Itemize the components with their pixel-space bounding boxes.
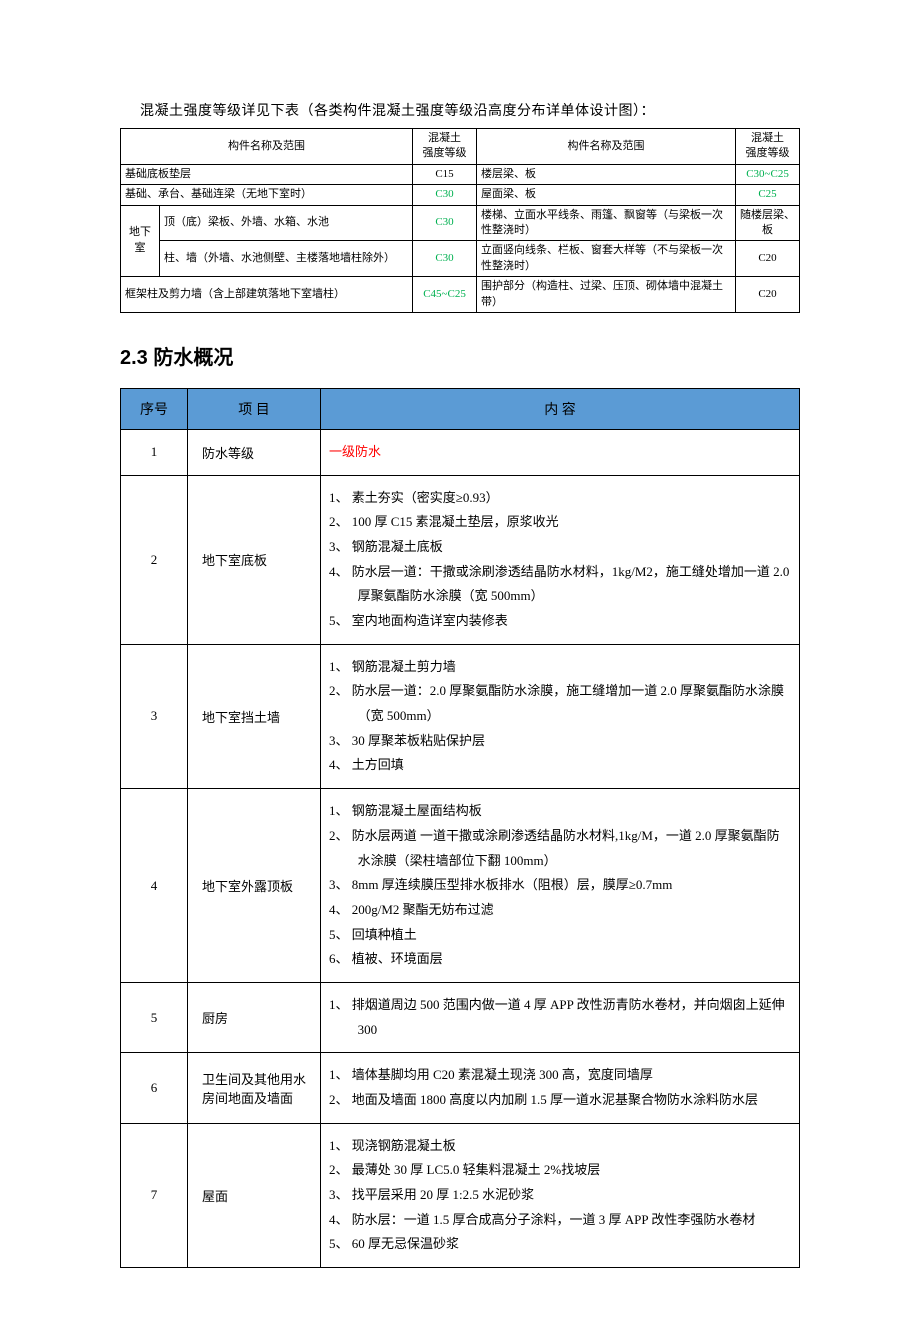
t2-content-line: 5、 60 厚无忌保温砂浆: [329, 1232, 791, 1257]
t2-cell-content: 1、 墙体基脚均用 C20 素混凝土现浇 300 高，宽度同墙厚2、 地面及墙面…: [321, 1053, 800, 1123]
intro-text: 混凝土强度等级详见下表（各类构件混凝土强度等级沿高度分布详单体设计图）：: [140, 100, 800, 120]
section-title: 2.3 防水概况: [120, 341, 800, 370]
t1-cell-grade: C15: [413, 164, 477, 184]
t2-content-line: 3、 钢筋混凝土底板: [329, 535, 791, 560]
t2-content-line: 1、 钢筋混凝土屋面结构板: [329, 799, 791, 824]
t2-cell-item: 防水等级: [188, 429, 321, 475]
t2-row: 5厨房1、 排烟道周边 500 范围内做一道 4 厚 APP 改性沥青防水卷材，…: [121, 982, 800, 1052]
t1-cell-grade: C30: [413, 241, 477, 277]
t2-cell-item: 厨房: [188, 982, 321, 1052]
t2-content-list: 1、 钢筋混凝土屋面结构板2、 防水层两道 一道干撒或涂刷渗透结晶防水材料,1k…: [329, 799, 791, 972]
t2-content-text: 一级防水: [329, 444, 381, 459]
t2-row: 2地下室底板1、 素土夯实（密实度≥0.93）2、 100 厚 C15 素混凝土…: [121, 475, 800, 644]
t2-content-line: 1、 墙体基脚均用 C20 素混凝土现浇 300 高，宽度同墙厚: [329, 1063, 791, 1088]
t1-head-grade-right: 混凝土 强度等级: [736, 129, 800, 165]
t1-cell-prefix: 地下室: [121, 205, 160, 277]
t2-cell-content: 一级防水: [321, 429, 800, 475]
t2-row: 1防水等级一级防水: [121, 429, 800, 475]
t2-content-list: 1、 钢筋混凝土剪力墙2、 防水层一道：2.0 厚聚氨酯防水涂膜，施工缝增加一道…: [329, 655, 791, 778]
t2-row: 7屋面1、 现浇钢筋混凝土板2、 最薄处 30 厚 LC5.0 轻集料混凝土 2…: [121, 1123, 800, 1267]
t2-content-line: 5、 回填种植土: [329, 923, 791, 948]
t2-content-line: 1、 钢筋混凝土剪力墙: [329, 655, 791, 680]
t1-cell-name: 楼层梁、板: [477, 164, 736, 184]
waterproof-table: 序号 项 目 内 容 1防水等级一级防水2地下室底板1、 素土夯实（密实度≥0.…: [120, 388, 800, 1268]
t2-content-line: 1、 素土夯实（密实度≥0.93）: [329, 486, 791, 511]
document-page: 混凝土强度等级详见下表（各类构件混凝土强度等级沿高度分布详单体设计图）： 构件名…: [0, 0, 920, 1328]
t1-cell-name: 屋面梁、板: [477, 185, 736, 205]
t2-head-seq: 序号: [121, 388, 188, 429]
t1-cell-name: 立面竖向线条、栏板、窗套大样等（不与梁板一次性整浇时）: [477, 241, 736, 277]
t2-content-line: 2、 防水层两道 一道干撒或涂刷渗透结晶防水材料,1kg/M，一道 2.0 厚聚…: [329, 824, 791, 873]
t1-row: 柱、墙（外墙、水池侧壁、主楼落地墙柱除外）C30立面竖向线条、栏板、窗套大样等（…: [121, 241, 800, 277]
t2-content-line: 1、 现浇钢筋混凝土板: [329, 1134, 791, 1159]
t2-content-list: 1、 现浇钢筋混凝土板2、 最薄处 30 厚 LC5.0 轻集料混凝土 2%找坡…: [329, 1134, 791, 1257]
t1-cell-grade: C20: [736, 277, 800, 313]
t2-content-line: 3、 8mm 厚连续膜压型排水板排水（阻根）层，膜厚≥0.7mm: [329, 873, 791, 898]
t1-cell-name: 柱、墙（外墙、水池侧壁、主楼落地墙柱除外）: [160, 241, 413, 277]
t2-cell-content: 1、 钢筋混凝土屋面结构板2、 防水层两道 一道干撒或涂刷渗透结晶防水材料,1k…: [321, 789, 800, 983]
t2-content-list: 1、 素土夯实（密实度≥0.93）2、 100 厚 C15 素混凝土垫层，原浆收…: [329, 486, 791, 634]
t2-content-line: 2、 防水层一道：2.0 厚聚氨酯防水涂膜，施工缝增加一道 2.0 厚聚氨酯防水…: [329, 679, 791, 728]
t1-row: 框架柱及剪力墙（含上部建筑落地下室墙柱）C45~C25围护部分（构造柱、过梁、压…: [121, 277, 800, 313]
t2-cell-item: 地下室挡土墙: [188, 644, 321, 788]
t1-cell-name: 框架柱及剪力墙（含上部建筑落地下室墙柱）: [121, 277, 413, 313]
t2-head-item: 项 目: [188, 388, 321, 429]
t2-content-list: 1、 排烟道周边 500 范围内做一道 4 厚 APP 改性沥青防水卷材，并向烟…: [329, 993, 791, 1042]
t1-cell-name: 基础、承台、基础连梁（无地下室时）: [121, 185, 413, 205]
t2-content-line: 6、 植被、环境面层: [329, 947, 791, 972]
t1-row: 地下室顶（底）梁板、外墙、水箱、水池C30楼梯、立面水平线条、雨篷、飘窗等（与梁…: [121, 205, 800, 241]
t2-content-line: 4、 土方回填: [329, 753, 791, 778]
t1-cell-grade: C30~C25: [736, 164, 800, 184]
t2-content-line: 2、 100 厚 C15 素混凝土垫层，原浆收光: [329, 510, 791, 535]
t2-cell-content: 1、 素土夯实（密实度≥0.93）2、 100 厚 C15 素混凝土垫层，原浆收…: [321, 475, 800, 644]
t1-cell-name: 楼梯、立面水平线条、雨篷、飘窗等（与梁板一次性整浇时）: [477, 205, 736, 241]
t2-content-line: 5、 室内地面构造详室内装修表: [329, 609, 791, 634]
t2-content-line: 3、 找平层采用 20 厚 1:2.5 水泥砂浆: [329, 1183, 791, 1208]
t1-row: 基础、承台、基础连梁（无地下室时）C30屋面梁、板C25: [121, 185, 800, 205]
t1-cell-grade: C20: [736, 241, 800, 277]
t1-cell-name: 基础底板垫层: [121, 164, 413, 184]
t1-cell-grade: 随楼层梁、板: [736, 205, 800, 241]
t2-content-line: 3、 30 厚聚苯板粘贴保护层: [329, 729, 791, 754]
t2-cell-seq: 6: [121, 1053, 188, 1123]
t2-cell-seq: 5: [121, 982, 188, 1052]
t1-cell-name: 围护部分（构造柱、过梁、压顶、砌体墙中混凝土带）: [477, 277, 736, 313]
t1-head-name-left: 构件名称及范围: [121, 129, 413, 165]
t2-cell-content: 1、 钢筋混凝土剪力墙2、 防水层一道：2.0 厚聚氨酯防水涂膜，施工缝增加一道…: [321, 644, 800, 788]
t1-head-name-right: 构件名称及范围: [477, 129, 736, 165]
t2-row: 6卫生间及其他用水房间地面及墙面1、 墙体基脚均用 C20 素混凝土现浇 300…: [121, 1053, 800, 1123]
t2-cell-seq: 3: [121, 644, 188, 788]
t1-cell-name: 顶（底）梁板、外墙、水箱、水池: [160, 205, 413, 241]
t2-cell-seq: 2: [121, 475, 188, 644]
t1-row: 基础底板垫层C15楼层梁、板C30~C25: [121, 164, 800, 184]
t2-cell-item: 地下室底板: [188, 475, 321, 644]
t1-cell-grade: C45~C25: [413, 277, 477, 313]
t2-cell-content: 1、 排烟道周边 500 范围内做一道 4 厚 APP 改性沥青防水卷材，并向烟…: [321, 982, 800, 1052]
t2-content-line: 4、 防水层一道：干撒或涂刷渗透结晶防水材料，1kg/M2，施工缝处增加一道 2…: [329, 560, 791, 609]
t2-cell-seq: 7: [121, 1123, 188, 1267]
t1-cell-grade: C30: [413, 185, 477, 205]
t2-content-line: 2、 地面及墙面 1800 高度以内加刷 1.5 厚一道水泥基聚合物防水涂料防水…: [329, 1088, 791, 1113]
t1-head-grade-left: 混凝土 强度等级: [413, 129, 477, 165]
t2-head-content: 内 容: [321, 388, 800, 429]
t1-cell-grade: C30: [413, 205, 477, 241]
t2-cell-seq: 4: [121, 789, 188, 983]
t2-cell-item: 屋面: [188, 1123, 321, 1267]
concrete-grade-table: 构件名称及范围 混凝土 强度等级 构件名称及范围 混凝土 强度等级 基础底板垫层…: [120, 128, 800, 313]
t2-row: 3地下室挡土墙1、 钢筋混凝土剪力墙2、 防水层一道：2.0 厚聚氨酯防水涂膜，…: [121, 644, 800, 788]
t2-cell-item: 地下室外露顶板: [188, 789, 321, 983]
t2-row: 4地下室外露顶板1、 钢筋混凝土屋面结构板2、 防水层两道 一道干撒或涂刷渗透结…: [121, 789, 800, 983]
t2-content-line: 1、 排烟道周边 500 范围内做一道 4 厚 APP 改性沥青防水卷材，并向烟…: [329, 993, 791, 1042]
t2-content-list: 1、 墙体基脚均用 C20 素混凝土现浇 300 高，宽度同墙厚2、 地面及墙面…: [329, 1063, 791, 1112]
t2-cell-item: 卫生间及其他用水房间地面及墙面: [188, 1053, 321, 1123]
t2-content-line: 2、 最薄处 30 厚 LC5.0 轻集料混凝土 2%找坡层: [329, 1158, 791, 1183]
t2-content-line: 4、 防水层：一道 1.5 厚合成高分子涂料，一道 3 厚 APP 改性李强防水…: [329, 1208, 791, 1233]
t1-cell-grade: C25: [736, 185, 800, 205]
t2-cell-content: 1、 现浇钢筋混凝土板2、 最薄处 30 厚 LC5.0 轻集料混凝土 2%找坡…: [321, 1123, 800, 1267]
t2-cell-seq: 1: [121, 429, 188, 475]
t2-content-line: 4、 200g/M2 聚酯无妨布过滤: [329, 898, 791, 923]
